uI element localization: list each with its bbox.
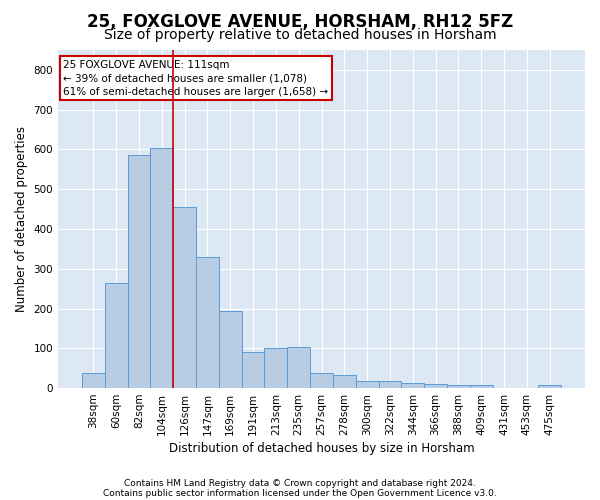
Bar [424,384,447,388]
Bar [173,207,196,388]
Bar [242,352,265,388]
Bar [356,382,379,388]
Text: 25, FOXGLOVE AVENUE, HORSHAM, RH12 5FZ: 25, FOXGLOVE AVENUE, HORSHAM, RH12 5FZ [87,12,513,30]
Y-axis label: Number of detached properties: Number of detached properties [15,126,28,312]
Text: Contains HM Land Registry data © Crown copyright and database right 2024.: Contains HM Land Registry data © Crown c… [124,478,476,488]
Bar [538,386,561,388]
X-axis label: Distribution of detached houses by size in Horsham: Distribution of detached houses by size … [169,442,475,455]
Bar [128,156,151,388]
Bar [219,310,242,388]
Bar [379,382,401,388]
Bar [105,282,128,388]
Bar [287,347,310,388]
Bar [470,386,493,388]
Text: Size of property relative to detached houses in Horsham: Size of property relative to detached ho… [104,28,496,42]
Bar [151,148,173,388]
Bar [82,374,105,388]
Bar [333,376,356,388]
Text: Contains public sector information licensed under the Open Government Licence v3: Contains public sector information licen… [103,488,497,498]
Bar [265,348,287,388]
Bar [447,386,470,388]
Text: 25 FOXGLOVE AVENUE: 111sqm
← 39% of detached houses are smaller (1,078)
61% of s: 25 FOXGLOVE AVENUE: 111sqm ← 39% of deta… [64,60,328,96]
Bar [401,384,424,388]
Bar [310,374,333,388]
Bar [196,257,219,388]
